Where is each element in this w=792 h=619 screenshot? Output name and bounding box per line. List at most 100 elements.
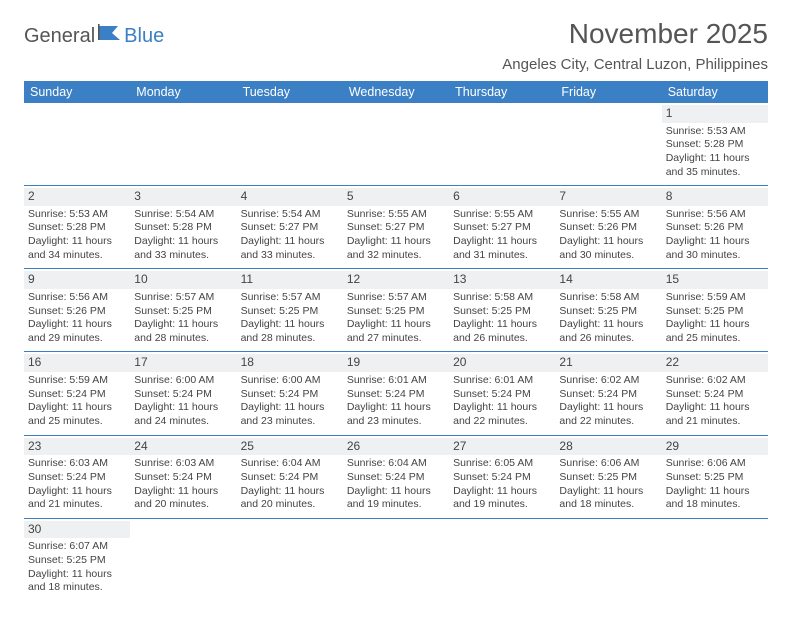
day-number: 21 [555, 354, 661, 372]
sunset-text: Sunset: 5:24 PM [28, 471, 126, 485]
calendar-cell: 10Sunrise: 5:57 AMSunset: 5:25 PMDayligh… [130, 269, 236, 352]
calendar-cell: 22Sunrise: 6:02 AMSunset: 5:24 PMDayligh… [662, 352, 768, 435]
day-number: 30 [24, 521, 130, 539]
calendar-cell: 11Sunrise: 5:57 AMSunset: 5:25 PMDayligh… [237, 269, 343, 352]
calendar-cell: 9Sunrise: 5:56 AMSunset: 5:26 PMDaylight… [24, 269, 130, 352]
sunset-text: Sunset: 5:25 PM [666, 471, 764, 485]
sunset-text: Sunset: 5:26 PM [559, 221, 657, 235]
sunrise-text: Sunrise: 6:05 AM [453, 457, 551, 471]
sunrise-text: Sunrise: 6:04 AM [347, 457, 445, 471]
calendar-cell: 3Sunrise: 5:54 AMSunset: 5:28 PMDaylight… [130, 186, 236, 269]
sunset-text: Sunset: 5:24 PM [134, 471, 232, 485]
calendar-cell: 6 Sunrise: 5:55 AMSunset: 5:27 PMDaylight… [449, 186, 555, 269]
daylight-text: Daylight: 11 hours and 35 minutes. [666, 152, 764, 179]
sunset-text: Sunset: 5:27 PM [453, 221, 551, 235]
sunrise-text: Sunrise: 5:57 AM [134, 291, 232, 305]
sunset-text: Sunset: 5:25 PM [666, 305, 764, 319]
sunset-text: Sunset: 5:26 PM [28, 305, 126, 319]
calendar-cell: 2Sunrise: 5:53 AMSunset: 5:28 PMDaylight… [24, 186, 130, 269]
sunset-text: Sunset: 5:24 PM [134, 388, 232, 402]
day-number: 23 [24, 438, 130, 456]
day-number: 10 [130, 271, 236, 289]
weekday-header: Monday [130, 81, 236, 103]
calendar-row: 23Sunrise: 6:03 AMSunset: 5:24 PMDayligh… [24, 435, 768, 518]
calendar-row: 1Sunrise: 5:53 AMSunset: 5:28 PMDaylight… [24, 103, 768, 186]
day-number: 20 [449, 354, 555, 372]
daylight-text: Daylight: 11 hours and 33 minutes. [134, 235, 232, 262]
page-title: November 2025 [502, 18, 768, 50]
calendar-cell [237, 518, 343, 601]
day-number: 25 [237, 438, 343, 456]
sunrise-text: Sunrise: 6:01 AM [453, 374, 551, 388]
day-number: 8 [662, 188, 768, 206]
day-number: 7 [555, 188, 661, 206]
sunrise-text: Sunrise: 5:55 AM [559, 208, 657, 222]
logo: General Blue [24, 24, 164, 49]
day-number: 2 [24, 188, 130, 206]
sunrise-text: Sunrise: 5:58 AM [559, 291, 657, 305]
day-number: 26 [343, 438, 449, 456]
daylight-text: Daylight: 11 hours and 31 minutes. [453, 235, 551, 262]
location-subtitle: Angeles City, Central Luzon, Philippines [502, 56, 768, 73]
calendar-cell [24, 103, 130, 186]
daylight-text: Daylight: 11 hours and 21 minutes. [666, 401, 764, 428]
daylight-text: Daylight: 11 hours and 27 minutes. [347, 318, 445, 345]
calendar-cell: 17Sunrise: 6:00 AMSunset: 5:24 PMDayligh… [130, 352, 236, 435]
daylight-text: Daylight: 11 hours and 21 minutes. [28, 485, 126, 512]
sunset-text: Sunset: 5:24 PM [241, 471, 339, 485]
calendar-table: SundayMondayTuesdayWednesdayThursdayFrid… [24, 81, 768, 601]
logo-text-blue: Blue [124, 25, 164, 48]
sunset-text: Sunset: 5:24 PM [241, 388, 339, 402]
sunrise-text: Sunrise: 5:53 AM [28, 208, 126, 222]
day-number: 27 [449, 438, 555, 456]
calendar-cell: 14Sunrise: 5:58 AMSunset: 5:25 PMDayligh… [555, 269, 661, 352]
flag-icon [98, 24, 120, 45]
sunrise-text: Sunrise: 6:03 AM [134, 457, 232, 471]
sunrise-text: Sunrise: 5:59 AM [28, 374, 126, 388]
weekday-header: Friday [555, 81, 661, 103]
sunset-text: Sunset: 5:24 PM [453, 471, 551, 485]
logo-text-general: General [24, 25, 95, 48]
daylight-text: Daylight: 11 hours and 22 minutes. [453, 401, 551, 428]
sunset-text: Sunset: 5:24 PM [347, 471, 445, 485]
day-number: 28 [555, 438, 661, 456]
sunset-text: Sunset: 5:25 PM [28, 554, 126, 568]
calendar-cell: 21Sunrise: 6:02 AMSunset: 5:24 PMDayligh… [555, 352, 661, 435]
calendar-cell: 5Sunrise: 5:55 AMSunset: 5:27 PMDaylight… [343, 186, 449, 269]
daylight-text: Daylight: 11 hours and 18 minutes. [559, 485, 657, 512]
calendar-cell: 18Sunrise: 6:00 AMSunset: 5:24 PMDayligh… [237, 352, 343, 435]
day-number: 6 [449, 188, 555, 206]
calendar-cell: 4Sunrise: 5:54 AMSunset: 5:27 PMDaylight… [237, 186, 343, 269]
calendar-cell [449, 518, 555, 601]
daylight-text: Daylight: 11 hours and 23 minutes. [347, 401, 445, 428]
calendar-cell: 19Sunrise: 6:01 AMSunset: 5:24 PMDayligh… [343, 352, 449, 435]
calendar-cell: 28Sunrise: 6:06 AMSunset: 5:25 PMDayligh… [555, 435, 661, 518]
day-number: 24 [130, 438, 236, 456]
day-number: 3 [130, 188, 236, 206]
calendar-cell [130, 103, 236, 186]
sunrise-text: Sunrise: 5:56 AM [666, 208, 764, 222]
calendar-row: 9Sunrise: 5:56 AMSunset: 5:26 PMDaylight… [24, 269, 768, 352]
daylight-text: Daylight: 11 hours and 25 minutes. [666, 318, 764, 345]
daylight-text: Daylight: 11 hours and 34 minutes. [28, 235, 126, 262]
daylight-text: Daylight: 11 hours and 26 minutes. [559, 318, 657, 345]
day-number: 17 [130, 354, 236, 372]
daylight-text: Daylight: 11 hours and 28 minutes. [134, 318, 232, 345]
day-number: 18 [237, 354, 343, 372]
calendar-cell: 24Sunrise: 6:03 AMSunset: 5:24 PMDayligh… [130, 435, 236, 518]
daylight-text: Daylight: 11 hours and 26 minutes. [453, 318, 551, 345]
sunset-text: Sunset: 5:25 PM [241, 305, 339, 319]
sunrise-text: Sunrise: 6:06 AM [559, 457, 657, 471]
calendar-cell [130, 518, 236, 601]
calendar-cell: 8Sunrise: 5:56 AMSunset: 5:26 PMDaylight… [662, 186, 768, 269]
weekday-header-row: SundayMondayTuesdayWednesdayThursdayFrid… [24, 81, 768, 103]
calendar-cell [237, 103, 343, 186]
daylight-text: Daylight: 11 hours and 29 minutes. [28, 318, 126, 345]
calendar-cell: 30Sunrise: 6:07 AMSunset: 5:25 PMDayligh… [24, 518, 130, 601]
day-number: 16 [24, 354, 130, 372]
sunset-text: Sunset: 5:27 PM [347, 221, 445, 235]
calendar-cell: 25Sunrise: 6:04 AMSunset: 5:24 PMDayligh… [237, 435, 343, 518]
calendar-cell: 16Sunrise: 5:59 AMSunset: 5:24 PMDayligh… [24, 352, 130, 435]
sunrise-text: Sunrise: 5:55 AM [453, 208, 551, 222]
daylight-text: Daylight: 11 hours and 32 minutes. [347, 235, 445, 262]
